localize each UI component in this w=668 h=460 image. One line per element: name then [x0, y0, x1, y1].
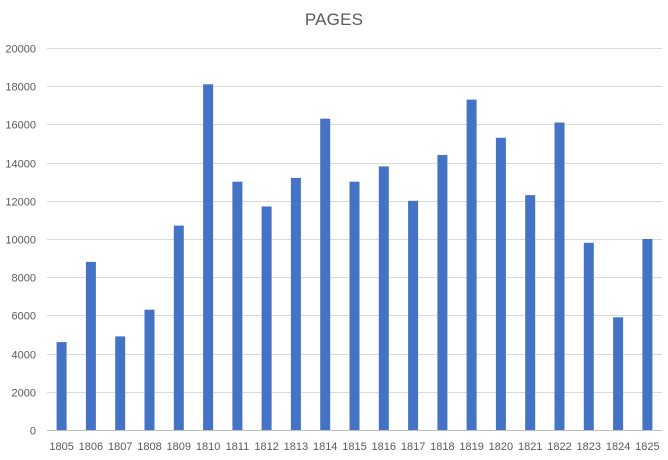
bar [525, 195, 536, 430]
bar [290, 177, 301, 430]
y-tick-label: 10000 [5, 235, 36, 247]
x-tick-label: 1816 [372, 441, 396, 453]
x-tick-label: 1818 [430, 441, 454, 453]
bar [613, 317, 624, 430]
bar [378, 166, 389, 430]
x-tick-label: 1808 [137, 441, 161, 453]
bar [85, 261, 96, 430]
x-tick-label: 1825 [635, 441, 659, 453]
bar [232, 181, 243, 430]
y-tick-label: 0 [30, 426, 36, 438]
x-tick-label: 1820 [489, 441, 513, 453]
y-tick-label: 6000 [12, 311, 36, 323]
x-tick-label: 1809 [167, 441, 191, 453]
bar [583, 242, 594, 430]
bar [56, 342, 67, 430]
x-tick-label: 1817 [401, 441, 425, 453]
bar [173, 225, 184, 430]
x-tick-label: 1813 [284, 441, 308, 453]
x-tick-label: 1806 [79, 441, 103, 453]
bar [349, 181, 360, 430]
bar [261, 206, 272, 430]
bar [115, 336, 126, 430]
x-tick-label: 1811 [226, 441, 250, 453]
bar [203, 84, 214, 431]
x-tick-label: 1814 [313, 441, 337, 453]
bar [554, 122, 565, 430]
y-tick-label: 12000 [5, 197, 36, 209]
y-tick-label: 14000 [5, 159, 36, 171]
chart-title: PAGES [304, 10, 364, 29]
y-tick-label: 18000 [5, 82, 36, 94]
bar [466, 99, 477, 430]
bar [408, 200, 419, 430]
bar [495, 137, 506, 431]
x-tick-label: 1812 [254, 441, 278, 453]
x-tick-label: 1819 [459, 441, 483, 453]
x-tick-label: 1823 [577, 441, 601, 453]
y-tick-label: 4000 [12, 350, 36, 362]
x-tick-label: 1821 [518, 441, 542, 453]
x-tick-label: 1815 [342, 441, 366, 453]
y-tick-label: 20000 [5, 44, 36, 56]
x-tick-label: 1824 [606, 441, 630, 453]
x-tick-label: 1807 [108, 441, 132, 453]
y-tick-label: 16000 [5, 120, 36, 132]
bar [437, 155, 448, 430]
bar [320, 118, 331, 430]
x-tick-label: 1810 [196, 441, 220, 453]
x-tick-label: 1805 [49, 441, 73, 453]
y-tick-label: 2000 [12, 388, 36, 400]
y-tick-label: 8000 [12, 273, 36, 285]
bar [642, 239, 653, 430]
x-tick-label: 1822 [547, 441, 571, 453]
bar [144, 309, 155, 430]
